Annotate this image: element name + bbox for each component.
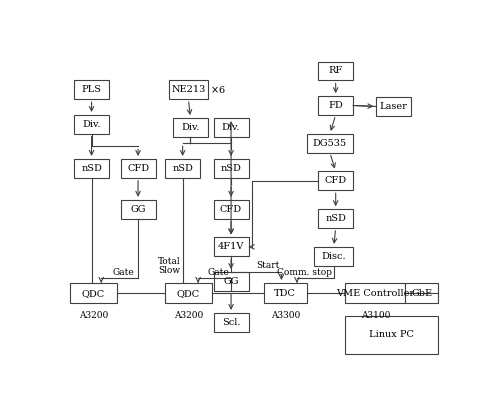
- Bar: [74, 80, 109, 99]
- Text: PLS: PLS: [82, 85, 102, 94]
- Bar: [120, 200, 156, 219]
- Bar: [318, 171, 353, 190]
- Bar: [306, 134, 353, 153]
- Text: VME Controller: VME Controller: [336, 289, 414, 298]
- Bar: [376, 97, 411, 116]
- Text: QDC: QDC: [82, 289, 105, 298]
- Text: A3100: A3100: [360, 311, 390, 320]
- Text: NE213: NE213: [171, 85, 205, 94]
- Text: nSD: nSD: [81, 164, 102, 173]
- Text: nSD: nSD: [220, 164, 242, 173]
- Bar: [70, 283, 117, 304]
- Bar: [214, 159, 248, 178]
- Bar: [406, 283, 438, 304]
- Bar: [264, 283, 306, 304]
- Text: RF: RF: [328, 67, 343, 75]
- Bar: [74, 115, 109, 134]
- Bar: [346, 316, 438, 354]
- Text: GG: GG: [224, 277, 239, 286]
- Text: Gate: Gate: [112, 268, 134, 277]
- Text: Slow: Slow: [158, 266, 180, 275]
- Bar: [214, 272, 248, 291]
- Text: GbE: GbE: [412, 289, 432, 298]
- Text: Gate: Gate: [208, 268, 229, 277]
- Text: $\times$6: $\times$6: [210, 84, 226, 95]
- Bar: [74, 159, 109, 178]
- Bar: [318, 209, 353, 228]
- Text: GG: GG: [130, 205, 146, 214]
- Text: TDC: TDC: [274, 289, 296, 298]
- Text: A3200: A3200: [174, 311, 203, 320]
- Text: CFD: CFD: [127, 164, 149, 173]
- Bar: [318, 62, 353, 80]
- Bar: [314, 247, 353, 266]
- Text: Disc.: Disc.: [322, 252, 346, 261]
- Bar: [214, 237, 248, 256]
- Text: QDC: QDC: [177, 289, 200, 298]
- Bar: [120, 159, 156, 178]
- Bar: [214, 313, 248, 332]
- Text: Laser: Laser: [380, 102, 408, 111]
- Text: nSD: nSD: [325, 214, 346, 223]
- Text: Scl.: Scl.: [222, 318, 240, 327]
- Text: FD: FD: [328, 101, 343, 110]
- Bar: [169, 80, 208, 99]
- Bar: [173, 118, 208, 137]
- Text: A3200: A3200: [79, 311, 108, 320]
- Bar: [165, 159, 200, 178]
- Text: 4F1V: 4F1V: [218, 242, 244, 251]
- Text: CFD: CFD: [324, 176, 347, 185]
- Text: Comm. stop: Comm. stop: [277, 268, 332, 277]
- Text: Total: Total: [158, 257, 180, 266]
- Text: CFD: CFD: [220, 205, 242, 214]
- Bar: [346, 283, 406, 304]
- Text: Start: Start: [256, 262, 280, 271]
- Bar: [214, 118, 248, 137]
- Text: DG535: DG535: [313, 139, 347, 148]
- Text: Div.: Div.: [181, 123, 200, 132]
- Text: Div.: Div.: [222, 123, 240, 132]
- Text: nSD: nSD: [172, 164, 193, 173]
- Text: A3300: A3300: [270, 311, 300, 320]
- Bar: [318, 96, 353, 115]
- Bar: [165, 283, 212, 304]
- Text: Div.: Div.: [82, 120, 101, 129]
- Bar: [214, 200, 248, 219]
- Text: Linux PC: Linux PC: [370, 330, 414, 339]
